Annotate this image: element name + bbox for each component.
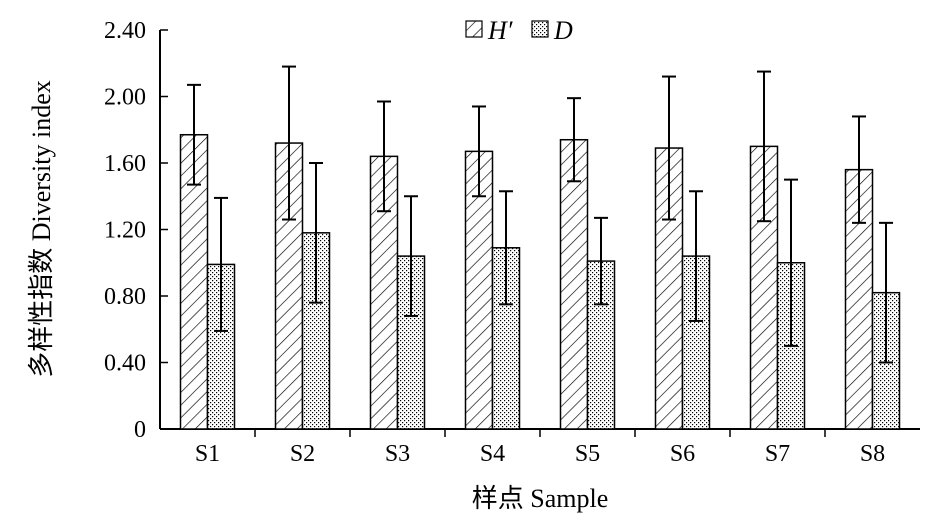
y-ticks: 0 0.40 0.80 1.20 1.60 2.00 2.40 bbox=[104, 18, 168, 443]
y-tick-label: 0 bbox=[134, 417, 146, 443]
x-tick-label: S8 bbox=[860, 441, 885, 467]
bar-h-prime bbox=[559, 138, 589, 430]
legend-swatch-d bbox=[531, 20, 549, 38]
x-tick-label: S3 bbox=[385, 441, 410, 467]
x-tick-label: S6 bbox=[670, 441, 695, 467]
legend-swatch-h bbox=[465, 20, 483, 38]
x-ticks: S1 S2 S3 S4 S5 S6 S7 S8 bbox=[195, 429, 885, 467]
error-bars bbox=[187, 65, 893, 364]
x-tick-label: S7 bbox=[765, 441, 790, 467]
y-tick-label: 2.40 bbox=[104, 18, 146, 44]
bar-h-prime bbox=[369, 155, 399, 430]
legend-label-h: H′ bbox=[487, 16, 513, 45]
legend-label-d: D bbox=[553, 16, 573, 45]
bar-h-prime bbox=[179, 133, 209, 430]
y-tick-label: 1.20 bbox=[104, 218, 146, 244]
x-tick-label: S4 bbox=[480, 441, 505, 467]
legend: H′ D bbox=[465, 16, 573, 45]
y-tick-label: 1.60 bbox=[104, 151, 146, 177]
x-tick-label: S1 bbox=[195, 441, 220, 467]
x-axis-title: 样点 Sample bbox=[472, 484, 609, 513]
axes bbox=[159, 30, 920, 430]
y-tick-label: 2.00 bbox=[104, 85, 146, 111]
x-tick-label: S5 bbox=[575, 441, 600, 467]
y-axis-title: 多样性指数 Diversity index bbox=[27, 80, 56, 378]
x-tick-label: S2 bbox=[290, 441, 315, 467]
y-tick-label: 0.40 bbox=[104, 351, 146, 377]
y-tick-label: 0.80 bbox=[104, 284, 146, 310]
